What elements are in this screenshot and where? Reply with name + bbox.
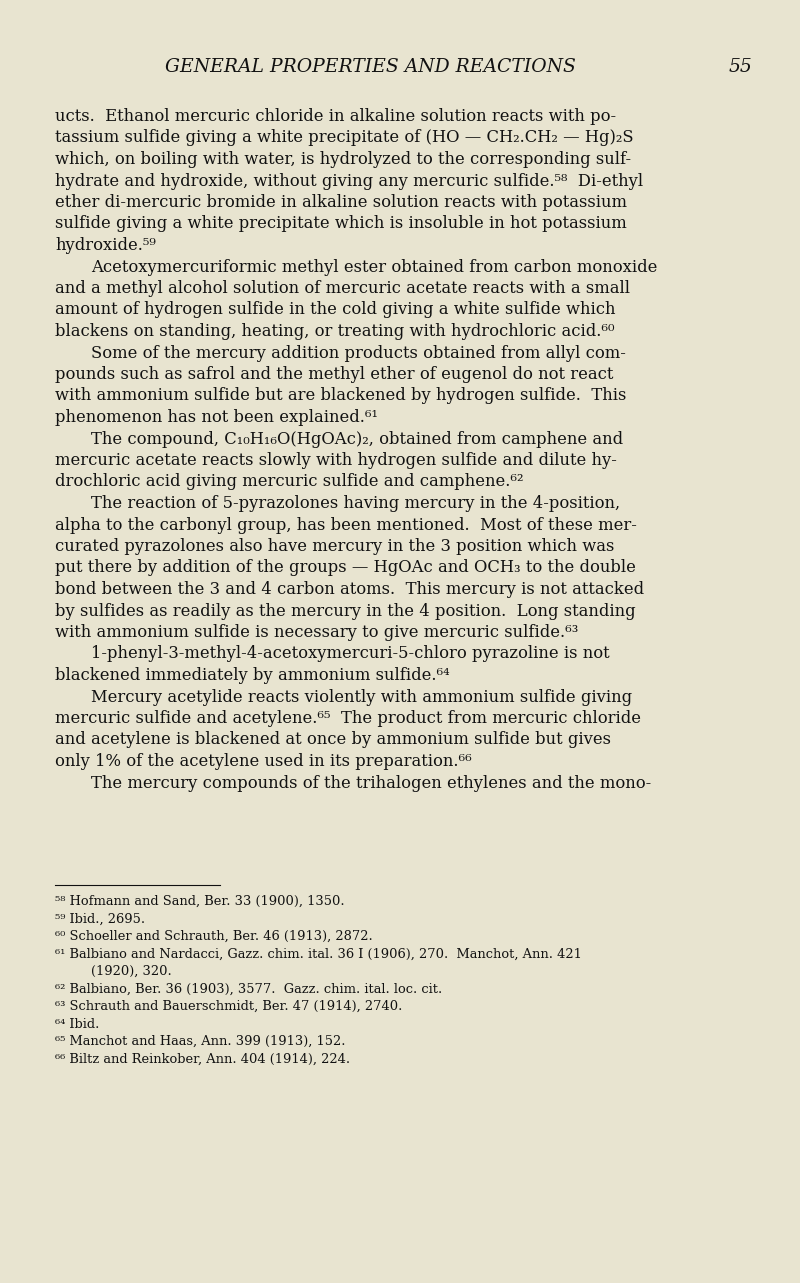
Text: The compound, C₁₀H₁₆O(HgOAc)₂, obtained from camphene and: The compound, C₁₀H₁₆O(HgOAc)₂, obtained … xyxy=(91,431,623,448)
Text: ether di-mercuric bromide in alkaline solution reacts with potassium: ether di-mercuric bromide in alkaline so… xyxy=(55,194,627,210)
Text: ⁶⁶ Biltz and Reinkober, Ann. 404 (1914), 224.: ⁶⁶ Biltz and Reinkober, Ann. 404 (1914),… xyxy=(55,1052,350,1065)
Text: 55: 55 xyxy=(728,58,752,76)
Text: ⁵⁹ Ibid., 2695.: ⁵⁹ Ibid., 2695. xyxy=(55,912,145,925)
Text: ⁶² Balbiano, Ber. 36 (1903), 3577.  Gazz. chim. ital. loc. cit.: ⁶² Balbiano, Ber. 36 (1903), 3577. Gazz.… xyxy=(55,983,442,996)
Text: phenomenon has not been explained.⁶¹: phenomenon has not been explained.⁶¹ xyxy=(55,409,378,426)
Text: blackened immediately by ammonium sulfide.⁶⁴: blackened immediately by ammonium sulfid… xyxy=(55,667,450,684)
Text: alpha to the carbonyl group, has been mentioned.  Most of these mer-: alpha to the carbonyl group, has been me… xyxy=(55,517,637,534)
Text: ⁶⁰ Schoeller and Schrauth, Ber. 46 (1913), 2872.: ⁶⁰ Schoeller and Schrauth, Ber. 46 (1913… xyxy=(55,930,373,943)
Text: ⁶⁵ Manchot and Haas, Ann. 399 (1913), 152.: ⁶⁵ Manchot and Haas, Ann. 399 (1913), 15… xyxy=(55,1035,346,1048)
Text: (1920), 320.: (1920), 320. xyxy=(91,965,172,978)
Text: and a methyl alcohol solution of mercuric acetate reacts with a small: and a methyl alcohol solution of mercuri… xyxy=(55,280,630,296)
Text: Mercury acetylide reacts violently with ammonium sulfide giving: Mercury acetylide reacts violently with … xyxy=(91,689,632,706)
Text: sulfide giving a white precipitate which is insoluble in hot potassium: sulfide giving a white precipitate which… xyxy=(55,216,626,232)
Text: which, on boiling with water, is hydrolyzed to the corresponding sulf-: which, on boiling with water, is hydroly… xyxy=(55,151,631,168)
Text: Some of the mercury addition products obtained from allyl com-: Some of the mercury addition products ob… xyxy=(91,345,626,362)
Text: by sulfides as readily as the mercury in the 4 position.  Long standing: by sulfides as readily as the mercury in… xyxy=(55,603,636,620)
Text: ⁶³ Schrauth and Bauerschmidt, Ber. 47 (1914), 2740.: ⁶³ Schrauth and Bauerschmidt, Ber. 47 (1… xyxy=(55,999,402,1014)
Text: ⁶⁴ Ibid.: ⁶⁴ Ibid. xyxy=(55,1017,99,1030)
Text: hydrate and hydroxide, without giving any mercuric sulfide.⁵⁸  Di-ethyl: hydrate and hydroxide, without giving an… xyxy=(55,172,643,190)
Text: blackens on standing, heating, or treating with hydrochloric acid.⁶⁰: blackens on standing, heating, or treati… xyxy=(55,323,614,340)
Text: ⁶¹ Balbiano and Nardacci, Gazz. chim. ital. 36 I (1906), 270.  Manchot, Ann. 421: ⁶¹ Balbiano and Nardacci, Gazz. chim. it… xyxy=(55,948,582,961)
Text: curated pyrazolones also have mercury in the 3 position which was: curated pyrazolones also have mercury in… xyxy=(55,538,614,556)
Text: and acetylene is blackened at once by ammonium sulfide but gives: and acetylene is blackened at once by am… xyxy=(55,731,611,748)
Text: 1-phenyl-3-methyl-4-acetoxymercuri-5-chloro pyrazoline is not: 1-phenyl-3-methyl-4-acetoxymercuri-5-chl… xyxy=(91,645,610,662)
Text: The mercury compounds of the trihalogen ethylenes and the mono-: The mercury compounds of the trihalogen … xyxy=(91,775,651,792)
Text: GENERAL PROPERTIES AND REACTIONS: GENERAL PROPERTIES AND REACTIONS xyxy=(165,58,575,76)
Text: bond between the 3 and 4 carbon atoms.  This mercury is not attacked: bond between the 3 and 4 carbon atoms. T… xyxy=(55,581,644,598)
Text: hydroxide.⁵⁹: hydroxide.⁵⁹ xyxy=(55,237,156,254)
Text: ucts.  Ethanol mercuric chloride in alkaline solution reacts with po-: ucts. Ethanol mercuric chloride in alkal… xyxy=(55,108,616,124)
Text: pounds such as safrol and the methyl ether of eugenol do not react: pounds such as safrol and the methyl eth… xyxy=(55,366,614,384)
Text: tassium sulfide giving a white precipitate of (HO — CH₂.CH₂ — Hg)₂S: tassium sulfide giving a white precipita… xyxy=(55,130,634,146)
Text: Acetoxymercuriformic methyl ester obtained from carbon monoxide: Acetoxymercuriformic methyl ester obtain… xyxy=(91,258,658,276)
Text: only 1% of the acetylene used in its preparation.⁶⁶: only 1% of the acetylene used in its pre… xyxy=(55,753,472,770)
Text: mercuric sulfide and acetylene.⁶⁵  The product from mercuric chloride: mercuric sulfide and acetylene.⁶⁵ The pr… xyxy=(55,709,641,727)
Text: put there by addition of the groups — HgOAc and OCH₃ to the double: put there by addition of the groups — Hg… xyxy=(55,559,636,576)
Text: amount of hydrogen sulfide in the cold giving a white sulfide which: amount of hydrogen sulfide in the cold g… xyxy=(55,302,615,318)
Text: ⁵⁸ Hofmann and Sand, Ber. 33 (1900), 1350.: ⁵⁸ Hofmann and Sand, Ber. 33 (1900), 135… xyxy=(55,896,345,908)
Text: mercuric acetate reacts slowly with hydrogen sulfide and dilute hy-: mercuric acetate reacts slowly with hydr… xyxy=(55,452,617,470)
Text: with ammonium sulfide is necessary to give mercuric sulfide.⁶³: with ammonium sulfide is necessary to gi… xyxy=(55,624,578,642)
Text: The reaction of 5-pyrazolones having mercury in the 4-position,: The reaction of 5-pyrazolones having mer… xyxy=(91,495,620,512)
Text: drochloric acid giving mercuric sulfide and camphene.⁶²: drochloric acid giving mercuric sulfide … xyxy=(55,473,523,490)
Text: with ammonium sulfide but are blackened by hydrogen sulfide.  This: with ammonium sulfide but are blackened … xyxy=(55,387,626,404)
